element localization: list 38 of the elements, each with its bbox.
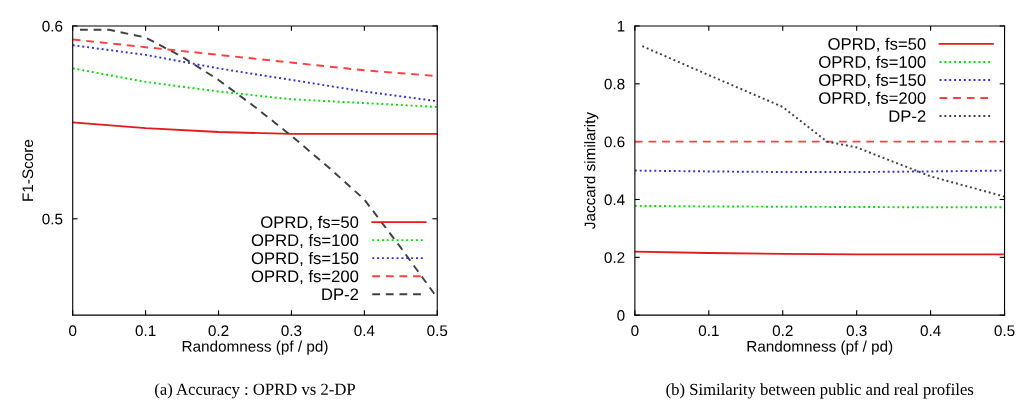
y-tick-label: 0.4 [604, 194, 625, 206]
x-tick-label: 0.4 [354, 325, 375, 337]
line-series [72, 44, 438, 103]
x-tick-label: 0.3 [846, 325, 867, 337]
y-tick-label: 1 [617, 20, 625, 32]
y-axis-title: F1-Score [22, 139, 34, 201]
x-tick-label: 0.3 [281, 325, 302, 337]
legend-label: OPRD, fs=200 [819, 91, 926, 106]
y-tick-label: 0.6 [604, 136, 625, 148]
x-tick-label: 0.2 [772, 325, 793, 337]
legend-label: OPRD, fs=50 [261, 215, 359, 231]
x-tick-label: 0.4 [920, 325, 941, 337]
x-tick-label: 0 [69, 325, 77, 337]
x-tick-label: 0.5 [994, 325, 1015, 337]
legend-label: OPRD, fs=50 [828, 37, 926, 52]
x-tick-label: 0.2 [208, 325, 229, 337]
legend-label: OPRD, fs=100 [819, 55, 926, 70]
legend-label: DP-2 [889, 110, 926, 122]
x-axis-title: Randomness (pf / pd) [182, 340, 328, 355]
legend-label: OPRD, fs=200 [251, 269, 359, 285]
x-tick-label: 0 [631, 325, 639, 337]
legend-label: OPRD, fs=150 [251, 251, 359, 267]
legend-label: DP-2 [322, 288, 359, 301]
line-series [72, 67, 438, 108]
x-axis-title: Randomness (pf / pd) [747, 340, 893, 355]
x-tick-label: 0.5 [427, 325, 448, 337]
text: (a) Accuracy : OPRD vs 2-DP [155, 383, 355, 399]
x-tick-label: 0.1 [135, 325, 156, 337]
y-tick-label: 0.2 [604, 252, 625, 264]
legend-label: OPRD, fs=150 [819, 73, 926, 88]
text: (b) Similarity between public and real profiles [666, 383, 974, 399]
y-tick-label: 0.8 [604, 78, 625, 90]
y-tick-label: 0.6 [42, 20, 63, 32]
x-tick-label: 0.1 [698, 325, 719, 337]
y-tick-label: 0 [617, 310, 625, 321]
y-axis-title: Jaccard similarity [584, 112, 599, 229]
line-series [72, 121, 438, 135]
legend-label: OPRD, fs=100 [251, 233, 359, 249]
